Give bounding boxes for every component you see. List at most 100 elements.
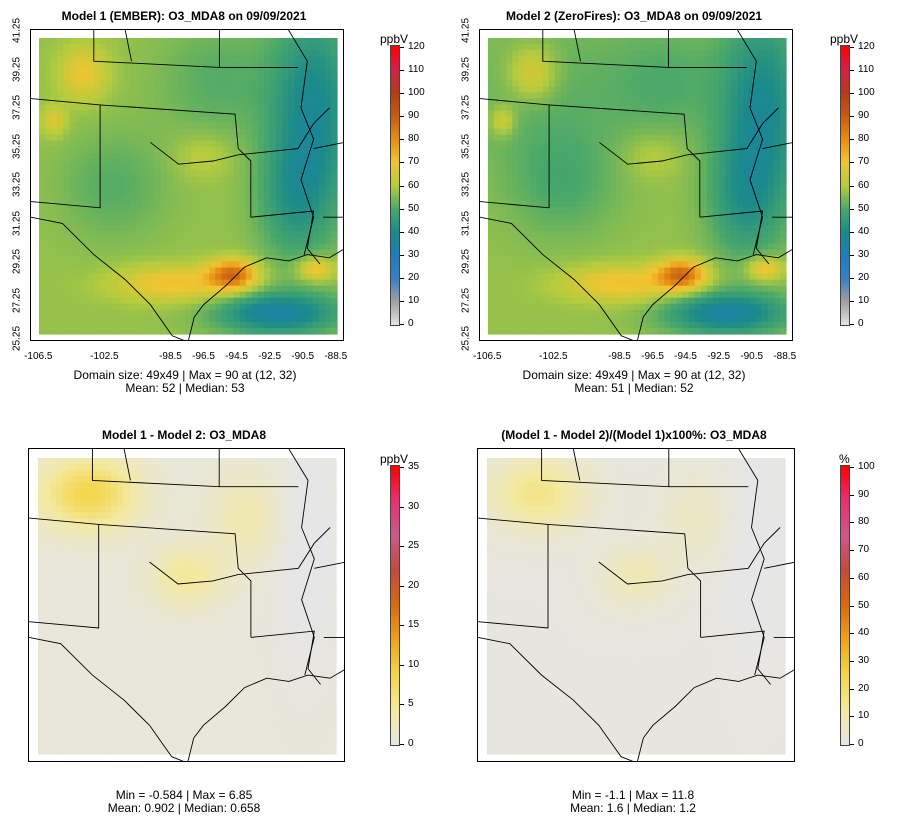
- colorbar-tick-label: 60: [408, 179, 420, 191]
- colorbar-tick-label: 20: [408, 271, 420, 283]
- concentration-map: [480, 30, 792, 340]
- colorbar-tick-mark: [850, 688, 854, 690]
- state-border: [687, 107, 779, 156]
- state-border: [737, 30, 764, 255]
- state-border: [687, 527, 781, 576]
- longitude-tick-label: -102.5: [90, 351, 119, 362]
- latitude-tick-label: 29.25: [460, 248, 472, 275]
- state-border: [478, 524, 549, 629]
- colorbar-tick-label: 120: [858, 41, 875, 52]
- longitude-tick-label: -94.5: [674, 351, 697, 362]
- latitude-tick-label: 27.25: [11, 287, 23, 313]
- colorbar-tick-label: 70: [408, 156, 420, 168]
- colorbar-tick-mark: [850, 231, 854, 233]
- state-border: [480, 216, 634, 340]
- state-border: [149, 561, 239, 585]
- colorbar-unit: %: [839, 452, 850, 466]
- map-plot-area: [479, 29, 793, 341]
- state-border: [288, 30, 315, 255]
- colorbar-tick-label: 50: [858, 202, 870, 214]
- colorbar-tick-mark: [850, 185, 854, 187]
- colorbar-tick-label: 20: [858, 682, 870, 694]
- colorbar-tick-mark: [850, 254, 854, 256]
- longitude-tick-label: -90.5: [740, 351, 764, 362]
- map-plot-area: [28, 448, 345, 762]
- colorbar-tick-mark: [400, 139, 404, 141]
- longitude-tick-label: -94.5: [225, 351, 248, 362]
- colorbar-tick-mark: [400, 116, 404, 118]
- colorbar-tick-label: 0: [858, 318, 864, 329]
- stats-line-2: Mean: 51 | Median: 52: [574, 381, 694, 395]
- longitude-tick-label: -96.5: [641, 351, 664, 362]
- map-plot-area: [30, 29, 344, 341]
- colorbar-unit: ppbV: [380, 32, 409, 46]
- colorbar-tick-label: 30: [858, 654, 870, 666]
- colorbar-tick-label: 20: [858, 271, 870, 283]
- colorbar-tick-mark: [400, 625, 404, 627]
- stats-line-2: Mean: 52 | Median: 53: [125, 381, 245, 395]
- latitude-tick-label: 31.25: [460, 210, 472, 236]
- state-border: [238, 527, 331, 576]
- latitude-tick-label: 33.25: [11, 171, 23, 198]
- colorbar-tick-mark: [850, 633, 854, 635]
- colorbar-tick-mark: [850, 162, 854, 164]
- latitude-tick-label: 39.25: [11, 56, 23, 82]
- colorbar-tick-label: 40: [858, 225, 870, 237]
- colorbar-tick-mark: [400, 208, 404, 210]
- colorbar-tick-label: 15: [408, 619, 420, 631]
- colorbar-tick-mark: [400, 231, 404, 233]
- longitude-tick-label: -88.5: [324, 351, 348, 362]
- colorbar-tick-label: 100: [408, 87, 425, 99]
- state-border: [288, 449, 315, 676]
- longitude-tick-label: -106.5: [473, 351, 502, 362]
- colorbar-tick-mark: [850, 605, 854, 607]
- colorbar-tick-mark: [400, 277, 404, 279]
- map-plot-area: [477, 448, 795, 762]
- colorbar-tick-mark: [850, 208, 854, 210]
- colorbar-tick-mark: [850, 550, 854, 552]
- colorbar-tick-label: 90: [858, 488, 870, 500]
- colorbar-tick-mark: [400, 300, 404, 302]
- colorbar-tick-label: 40: [858, 627, 870, 639]
- state-border: [314, 561, 344, 569]
- state-border: [188, 249, 343, 340]
- colorbar-tick-mark: [850, 47, 854, 48]
- state-border: [123, 449, 131, 481]
- state-border: [124, 30, 132, 62]
- colorbar-tick-label: 10: [408, 658, 420, 670]
- concentration-map: [31, 30, 343, 340]
- colorbar-tick-label: 30: [408, 500, 420, 512]
- colorbar-tick-label: 30: [408, 248, 420, 260]
- state-border: [598, 561, 689, 585]
- colorbar-tick-mark: [850, 660, 854, 662]
- state-border: [547, 523, 702, 638]
- colorbar-tick-mark: [850, 744, 854, 745]
- colorbar-tick-label: 0: [858, 738, 864, 749]
- state-border: [187, 669, 344, 761]
- latitude-tick-label: 29.25: [11, 248, 23, 275]
- colorbar-tick-label: 10: [858, 294, 870, 306]
- colorbar-tick-label: 90: [858, 110, 870, 122]
- colorbar-unit: ppbV: [380, 452, 409, 466]
- colorbar-tick-mark: [850, 494, 854, 496]
- difference-map: [29, 449, 344, 761]
- stats-line-1: Min = -0.584 | Max = 6.85: [115, 788, 253, 802]
- colorbar-tick-label: 35: [408, 461, 420, 472]
- panel-title: Model 1 - Model 2: O3_MDA8: [101, 428, 267, 442]
- latitude-tick-label: 37.25: [11, 94, 23, 121]
- longitude-tick-label: -102.5: [539, 351, 568, 362]
- colorbar-tick-label: 10: [408, 294, 420, 306]
- colorbar-tick-mark: [850, 93, 854, 95]
- colorbar-tick-label: 5: [408, 698, 414, 710]
- colorbar-tick-mark: [400, 506, 404, 508]
- colorbar-tick-label: 110: [858, 64, 874, 76]
- colorbar-tick-mark: [400, 664, 404, 666]
- colorbar-tick-mark: [850, 139, 854, 141]
- colorbar-tick-label: 60: [858, 179, 870, 191]
- state-border: [637, 249, 792, 340]
- colorbar: [840, 465, 850, 746]
- state-border: [637, 669, 794, 761]
- colorbar-tick-label: 80: [858, 133, 870, 145]
- longitude-tick-label: -88.5: [773, 351, 797, 362]
- longitude-tick-label: -98.5: [159, 351, 182, 362]
